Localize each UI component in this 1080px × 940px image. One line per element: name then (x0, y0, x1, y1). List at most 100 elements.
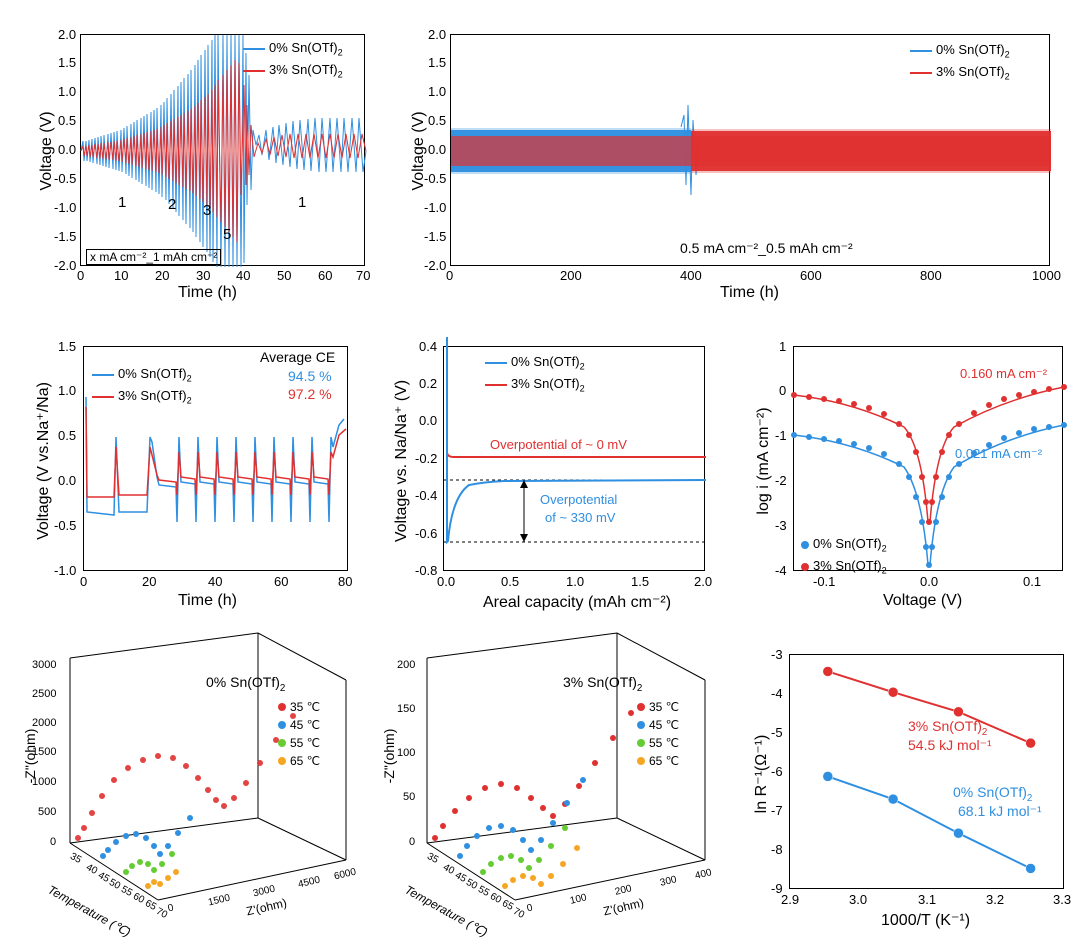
tick: 200 (397, 659, 415, 671)
tick: 500 (38, 806, 56, 818)
avg-ce-title: Average CE (260, 349, 335, 365)
panel-g-legend: 35 ℃ 45 ℃ 55 ℃ 65 ℃ (637, 698, 679, 770)
tick: 600 (800, 268, 822, 283)
tick: 3.2 (986, 892, 1004, 907)
tick: 0.5 (501, 574, 519, 589)
stage-2: 2 (168, 196, 176, 213)
tick: -6 (771, 764, 783, 779)
h-blue-label2: 68.1 kJ mol⁻¹ (958, 803, 1042, 820)
tick: 0 (409, 836, 415, 848)
tick: -1.5 (424, 229, 446, 244)
tick: 50 (277, 268, 291, 283)
panel-a-ylabel: Voltage (V) (38, 96, 56, 206)
tick: 60 (274, 574, 288, 589)
tick: 800 (920, 268, 942, 283)
stage-5: 5 (223, 226, 231, 243)
tick: 0 (77, 268, 84, 283)
tick: 0.2 (419, 376, 437, 391)
j0-blue: 0.021 mA cm⁻² (955, 446, 1042, 462)
panel-h-xlabel: 1000/T (K⁻¹) (881, 910, 970, 930)
panel-a-condition: x mA cm⁻²_1 mAh cm⁻² (86, 249, 221, 265)
panel-f-legend: 35 ℃ 45 ℃ 55 ℃ 65 ℃ (278, 698, 320, 770)
panel-e-ylabel: log i (mA cm⁻²) (753, 386, 773, 536)
tick: -3 (771, 647, 783, 662)
tick: 0.5 (58, 113, 76, 128)
tick: 1.0 (566, 574, 584, 589)
tick: 0.4 (419, 339, 437, 354)
tick: -1.0 (54, 563, 76, 578)
panel-c-ylabel: Voltage (V vs.Na⁺/Na) (33, 376, 53, 546)
ce-red: 97.2 % (288, 386, 332, 402)
panel-b-condition: 0.5 mA cm⁻²_0.5 mAh cm⁻² (680, 240, 853, 257)
panel-a-legend: 0% Sn(OTf)2 3% Sn(OTf)2 (243, 38, 343, 82)
tick: -0.4 (415, 488, 437, 503)
tick: 30 (196, 268, 210, 283)
panel-h: -9 -8 -7 -6 -5 -4 -3 2.9 3.0 3.1 3.2 3.3… (723, 628, 1073, 933)
tick: -0.6 (415, 526, 437, 541)
tick: -7 (771, 803, 783, 818)
panel-b-xlabel: Time (h) (720, 284, 779, 302)
tick: 1 (779, 339, 786, 354)
tick: 20 (142, 574, 156, 589)
tick: 2.9 (781, 892, 799, 907)
panel-f-ylabel: -Z"(ohm) (22, 706, 38, 806)
tick: 0.0 (58, 142, 76, 157)
panel-d-legend: 0% Sn(OTf)2 3% Sn(OTf)2 (485, 352, 585, 396)
tick: 1.0 (58, 84, 76, 99)
tick: 50 (403, 791, 415, 803)
tick: 1.5 (58, 55, 76, 70)
panel-c-xlabel: Time (h) (178, 592, 237, 610)
tick: 0 (80, 574, 87, 589)
tick: 0.0 (920, 574, 938, 589)
tick: 0 (50, 836, 56, 848)
tick: -0.5 (54, 518, 76, 533)
h-red-label1: 3% Sn(OTf)2 (908, 718, 987, 738)
panel-c-legend: 0% Sn(OTf)2 3% Sn(OTf)2 (92, 364, 192, 408)
panel-g: 0 50 100 150 200 -Z"(ohm) Temperature (℃… (365, 628, 717, 933)
panel-f: 0 500 1000 1500 2000 2500 3000 -Z"(ohm) … (8, 628, 358, 933)
tick: 0 (446, 268, 453, 283)
ce-blue: 94.5 % (288, 368, 332, 384)
panel-a-xlabel: Time (h) (178, 284, 237, 302)
tick: 0.1 (1023, 574, 1041, 589)
panel-d-xlabel: Areal capacity (mAh cm⁻²) (483, 592, 671, 612)
panel-d: -0.8 -0.6 -0.4 -0.2 0.0 0.2 0.4 0.0 0.5 … (365, 320, 717, 615)
tick: -3 (775, 518, 787, 533)
panel-b-legend: 0% Sn(OTf)2 3% Sn(OTf)2 (910, 40, 1010, 84)
tick: -0.2 (415, 451, 437, 466)
tick: -2.0 (424, 258, 446, 273)
tick: 100 (397, 747, 415, 759)
panel-f-title: 0% Sn(OTf)2 (206, 674, 285, 694)
tick: -0.8 (415, 563, 437, 578)
panel-a: -2.0 -1.5 -1.0 -0.5 0.0 0.5 1.0 1.5 2.0 … (8, 6, 378, 306)
overpotential-red: Overpotential of ~ 0 mV (490, 437, 627, 452)
panel-g-title: 3% Sn(OTf)2 (563, 674, 642, 694)
stage-1b: 1 (298, 194, 306, 211)
tick: -1.5 (54, 229, 76, 244)
tick: 0.5 (428, 113, 446, 128)
panel-c: -1.0 -0.5 0.0 0.5 1.0 1.5 0 20 40 60 80 … (8, 320, 358, 615)
tick: 1.5 (631, 574, 649, 589)
tick: -1.0 (54, 200, 76, 215)
tick: 1000 (1032, 268, 1061, 283)
h-red-label2: 54.5 kJ mol⁻¹ (908, 737, 992, 754)
panel-g-ylabel: -Z"(ohm) (381, 706, 397, 806)
tick: 10 (114, 268, 128, 283)
tick: 0 (779, 383, 786, 398)
tick: 40 (236, 268, 250, 283)
tick: 0.0 (428, 142, 446, 157)
tick: 0.0 (437, 574, 455, 589)
panel-b: -2.0 -1.5 -1.0 -0.5 0.0 0.5 1.0 1.5 2.0 … (380, 6, 1070, 306)
tick: 1.0 (428, 84, 446, 99)
tick: 1.5 (58, 339, 76, 354)
tick: 2.0 (428, 27, 446, 42)
tick: 0.0 (419, 413, 437, 428)
tick: 80 (338, 574, 352, 589)
tick: -4 (775, 563, 787, 578)
panel-e: -4 -3 -2 -1 0 1 -0.1 0.0 0.1 log i (mA c… (723, 320, 1073, 615)
overpotential-blue2: of ~ 330 mV (545, 510, 615, 525)
tick: 40 (208, 574, 222, 589)
tick: 3.1 (918, 892, 936, 907)
tick: 20 (155, 268, 169, 283)
tick: 150 (397, 703, 415, 715)
